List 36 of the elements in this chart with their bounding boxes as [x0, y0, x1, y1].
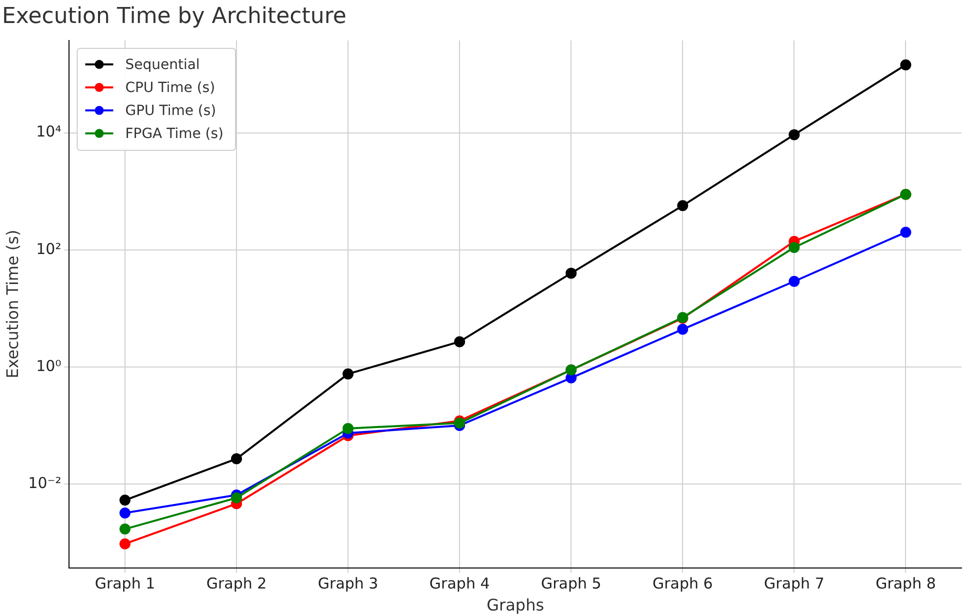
x-tick-label: Graph 8 [876, 574, 936, 593]
legend-label: CPU Time (s) [125, 80, 216, 96]
x-tick-label: Graph 7 [764, 574, 824, 593]
x-tick-label: Graph 6 [652, 574, 713, 593]
y-tick-label: 10⁰ [36, 356, 62, 375]
y-tick-label: 10² [36, 240, 62, 258]
point [231, 492, 242, 504]
x-tick-label: Graph 1 [94, 574, 156, 593]
x-tick-label: Graph 2 [206, 574, 267, 593]
point [231, 453, 242, 464]
point [342, 422, 354, 434]
point [788, 242, 800, 253]
x-axis-title: Graphs [486, 596, 544, 615]
y-axis-title: Execution Time (s) [2, 230, 22, 378]
y-tick-label: 10⁻² [28, 474, 62, 492]
point [677, 324, 688, 335]
point [342, 368, 354, 380]
x-tick-label: Graph 5 [540, 574, 602, 593]
point [677, 200, 688, 212]
point [566, 268, 577, 279]
legend-label: Sequential [125, 57, 200, 74]
point [119, 524, 130, 535]
point [788, 276, 800, 287]
point [119, 507, 130, 518]
point [900, 226, 912, 238]
legend-label: GPU Time (s) [125, 103, 216, 120]
y-tick-label: 10⁴ [36, 122, 62, 141]
point [454, 336, 466, 348]
x-tick-label: Graph 3 [318, 574, 378, 593]
legend-label: FPGA Time (s) [125, 126, 224, 142]
point [900, 59, 912, 70]
point [788, 129, 800, 140]
point [119, 494, 130, 506]
x-tick-label: Graph 4 [429, 574, 490, 593]
chart-title: Execution Time by Architecture [2, 4, 346, 29]
point [119, 538, 130, 550]
